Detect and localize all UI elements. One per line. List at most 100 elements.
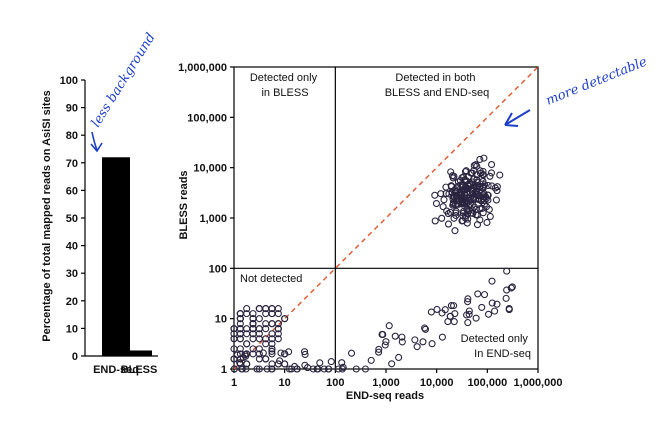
handwritten-annotation-less-background: less background xyxy=(89,31,159,153)
data-point xyxy=(263,365,271,373)
bar-y-tick-label: 0 xyxy=(72,351,78,363)
data-point xyxy=(268,310,276,318)
data-point xyxy=(233,351,241,359)
data-point xyxy=(268,360,276,368)
data-point xyxy=(421,324,429,332)
bar-y-tick-label: 100 xyxy=(60,75,78,87)
bar-end-seq xyxy=(102,157,130,356)
data-point xyxy=(451,186,459,194)
data-point xyxy=(462,177,470,185)
data-point xyxy=(324,365,332,373)
quadrant-label-top-left: Detected only in BLESS xyxy=(250,72,320,99)
data-point xyxy=(316,359,324,367)
scatter-y-tick-label: 1,000 xyxy=(199,213,227,225)
data-point xyxy=(431,191,439,199)
data-point xyxy=(476,167,484,175)
data-point xyxy=(255,305,263,313)
scatter-x-tick-label: 100 xyxy=(326,377,344,389)
data-point xyxy=(493,183,501,191)
data-point xyxy=(479,193,488,201)
bar-y-axis-label: Percentage of total mapped reads on AsiS… xyxy=(41,90,53,341)
data-point xyxy=(255,350,263,358)
scatter-y-tick-label: 10 xyxy=(215,314,227,326)
data-point xyxy=(352,365,360,373)
data-point xyxy=(413,343,421,351)
data-point xyxy=(486,212,494,221)
data-point xyxy=(473,162,481,170)
data-point xyxy=(268,347,276,355)
annotation-arrow-icon xyxy=(90,131,103,153)
data-point xyxy=(301,350,309,359)
data-point xyxy=(375,348,383,356)
scatter-y-tick-label: 1 xyxy=(221,364,227,376)
data-point xyxy=(479,167,487,175)
data-point xyxy=(443,207,451,215)
annotation-text: more detectable xyxy=(544,54,650,108)
scatter-chart: BLESS reads END-seq reads 1 10 100 1,000 10,… xyxy=(178,54,650,402)
data-point xyxy=(253,365,261,373)
data-point xyxy=(460,207,468,215)
data-point xyxy=(446,208,454,216)
data-point xyxy=(465,182,473,190)
data-point xyxy=(450,318,458,326)
data-point xyxy=(485,205,493,214)
data-point xyxy=(249,320,257,328)
scatter-x-tick-label: 1 xyxy=(231,377,237,389)
data-point xyxy=(491,307,499,315)
data-point xyxy=(249,335,257,343)
data-point xyxy=(268,320,276,328)
annotation-text: less background xyxy=(89,31,159,131)
data-point xyxy=(486,172,494,180)
data-point xyxy=(268,345,276,353)
data-point xyxy=(391,332,399,340)
data-point xyxy=(301,361,309,369)
data-point xyxy=(433,305,441,313)
data-point xyxy=(339,363,347,371)
data-point xyxy=(473,171,481,179)
bar-y-tick-label: 20 xyxy=(66,296,78,308)
bars xyxy=(102,157,152,356)
data-point xyxy=(479,209,487,217)
data-point xyxy=(496,171,504,179)
data-point xyxy=(230,365,238,373)
data-point xyxy=(459,212,467,220)
bar-bless xyxy=(126,350,152,356)
bar-y-tick-label: 30 xyxy=(66,268,78,280)
data-point xyxy=(451,310,459,318)
scatter-x-ticks: 1 10 100 1,000 10,000 100,000 1,000,000 xyxy=(231,369,562,389)
data-point xyxy=(503,267,511,275)
bar-y-tick-label: 40 xyxy=(66,241,78,253)
scatter-x-tick-label: 10 xyxy=(279,377,291,389)
data-point xyxy=(388,360,396,368)
bar-y-tick-label: 50 xyxy=(66,213,78,225)
data-point xyxy=(274,325,282,333)
data-point xyxy=(488,161,496,169)
data-point xyxy=(238,365,246,373)
data-point xyxy=(478,303,486,311)
data-point xyxy=(470,196,478,204)
data-point xyxy=(398,333,406,341)
data-point xyxy=(484,191,492,199)
data-point xyxy=(472,314,480,322)
data-point xyxy=(439,203,447,211)
data-point xyxy=(255,365,263,373)
scatter-y-axis-label: BLESS reads xyxy=(178,170,190,239)
data-point xyxy=(461,194,469,202)
data-point xyxy=(452,211,460,220)
data-point xyxy=(243,340,251,348)
data-point xyxy=(411,336,419,344)
bar-x-label: END-seq xyxy=(93,364,139,376)
scatter-x-tick-label: 10,000 xyxy=(420,377,454,389)
data-point xyxy=(419,338,427,346)
data-point xyxy=(327,358,335,366)
data-point xyxy=(503,286,511,294)
data-point xyxy=(458,200,466,208)
data-point xyxy=(276,357,284,365)
data-point xyxy=(230,335,238,343)
data-point xyxy=(281,315,289,323)
data-point xyxy=(421,325,430,333)
data-point xyxy=(382,338,390,346)
bar-y-tick-label: 70 xyxy=(66,158,78,170)
data-point xyxy=(255,315,263,323)
